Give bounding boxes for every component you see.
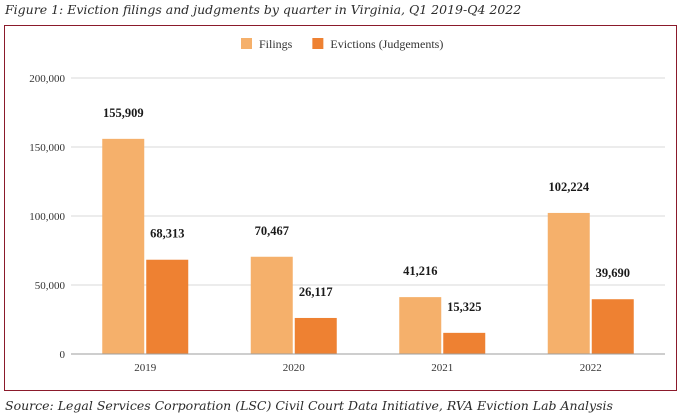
bar-evictions [294,317,337,354]
data-label-filings: 102,224 [548,180,589,194]
bar-evictions [443,332,486,354]
x-tick-label: 2020 [283,362,306,374]
y-tick-label: 100,000 [29,211,65,223]
bar-filings [399,297,442,354]
legend-swatch-evictions [312,38,324,49]
chart-svg: 0 50,000 100,000 150,000 200,000 155,909 68,3… [29,37,665,374]
bar-filings [250,256,293,354]
source-note: Source: Legal Services Corporation (LSC)… [5,398,613,413]
x-tick-label: 2021 [431,362,453,374]
legend-swatch-filings [241,38,252,49]
x-tick-label: 2019 [134,362,157,374]
data-label-filings: 41,216 [403,264,437,278]
bars [102,138,634,354]
data-label-filings: 70,467 [255,224,289,238]
data-label-evictions: 68,313 [150,227,184,241]
y-tick-label: 200,000 [29,73,65,85]
y-tick-label: 50,000 [35,280,66,292]
bar-evictions [146,259,189,354]
x-axis: 2019 2020 2021 2022 [71,353,665,374]
bar-filings [547,212,590,354]
legend-label-filings: Filings [259,37,293,51]
x-tick-label: 2022 [580,362,602,374]
y-tick-label: 0 [60,349,66,361]
data-label-evictions: 15,325 [447,300,481,314]
chart-frame: 0 50,000 100,000 150,000 200,000 155,909 68,3… [4,25,677,391]
figure-title: Figure 1: Eviction filings and judgments… [5,2,522,17]
legend-label-evictions: Evictions (Judgements) [330,37,443,51]
data-label-filings: 155,909 [103,106,144,120]
y-tick-label: 150,000 [29,142,65,154]
data-label-evictions: 26,117 [299,285,333,299]
data-labels: 155,909 68,313 70,467 26,117 41,216 15,325 102… [103,106,630,314]
y-axis: 0 50,000 100,000 150,000 200,000 [29,73,65,361]
bar-filings [102,138,145,354]
bar-evictions [591,299,634,354]
data-label-evictions: 39,690 [596,266,630,280]
legend: Filings Evictions (Judgements) [241,37,443,51]
